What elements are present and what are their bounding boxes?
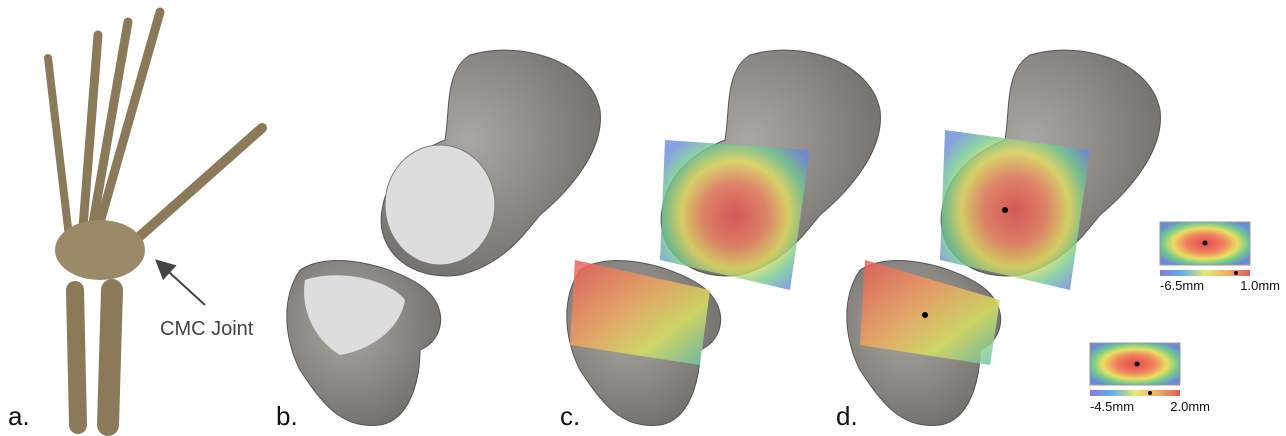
panel-label: c. — [560, 401, 580, 431]
panel-label: a. — [8, 401, 30, 431]
hand-illustration — [48, 12, 262, 425]
annotation-arrow — [158, 262, 205, 305]
colorbar-max: 1.0mm — [1240, 278, 1280, 293]
panel-label: b. — [276, 401, 298, 431]
colorbar-2: -4.5mm 2.0mm — [1090, 343, 1210, 414]
colorbar-min: -4.5mm — [1090, 399, 1134, 414]
panel-label: d. — [836, 401, 858, 431]
bones-c — [567, 50, 881, 425]
annotation: CMC Joint — [160, 318, 254, 340]
bones-b — [287, 50, 601, 425]
colorbar-max: 2.0mm — [1170, 399, 1210, 414]
colorbar-1: -6.5mm 1.0mm — [1160, 222, 1280, 293]
figure: CMC Joint -6.5mm 1.0mm -4.5mm 2.0mm a. b… — [0, 0, 1286, 436]
colorbar-min: -6.5mm — [1160, 278, 1204, 293]
